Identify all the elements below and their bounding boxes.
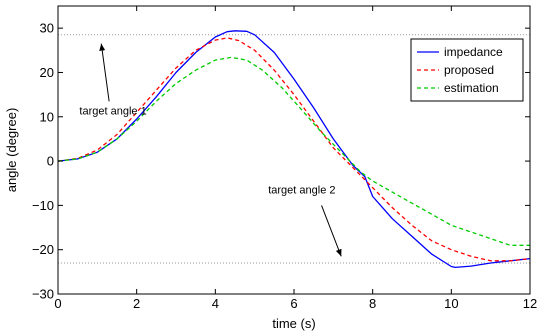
x-tick-label: 4 — [212, 296, 219, 311]
annotation-arrow — [321, 205, 342, 257]
legend-label-estimation: estimation — [444, 81, 499, 95]
annotation-label: target angle 1 — [79, 106, 146, 118]
series-line-impedance — [57, 30, 531, 269]
legend-label-impedance: impedance — [444, 45, 503, 59]
y-tick-label: 0 — [47, 154, 54, 169]
annotation-arrow — [99, 43, 110, 102]
series-lines — [57, 30, 531, 269]
y-tick-label: −10 — [32, 198, 54, 213]
x-tick-label: 10 — [444, 296, 458, 311]
legend-label-proposed: proposed — [444, 63, 494, 77]
x-tick-label: 0 — [54, 296, 61, 311]
annotation-label: target angle 2 — [268, 184, 335, 196]
x-tick-label: 6 — [290, 296, 297, 311]
y-tick-label: 20 — [40, 65, 54, 80]
reference-lines — [58, 34, 530, 264]
y-tick-label: −30 — [32, 287, 54, 302]
annotations: target angle 1 target angle 2 — [79, 43, 342, 257]
y-axis-label: angle (degree) — [4, 108, 19, 193]
x-tick-label: 8 — [369, 296, 376, 311]
legend: impedance proposed estimation — [410, 38, 524, 102]
x-tick-label: 2 — [133, 296, 140, 311]
legend-box — [410, 38, 524, 102]
y-tick-label: 30 — [40, 21, 54, 36]
y-tick-label: 10 — [40, 109, 54, 124]
x-tick-label: 12 — [523, 296, 537, 311]
x-axis-label: time (s) — [272, 316, 315, 331]
y-tick-label: −20 — [32, 242, 54, 257]
series-line-proposed — [57, 37, 531, 262]
series-line-estimation — [57, 56, 530, 246]
axis-ticks: 0 2 4 6 8 10 12 −30 −20 −10 0 10 20 30 — [32, 6, 537, 311]
